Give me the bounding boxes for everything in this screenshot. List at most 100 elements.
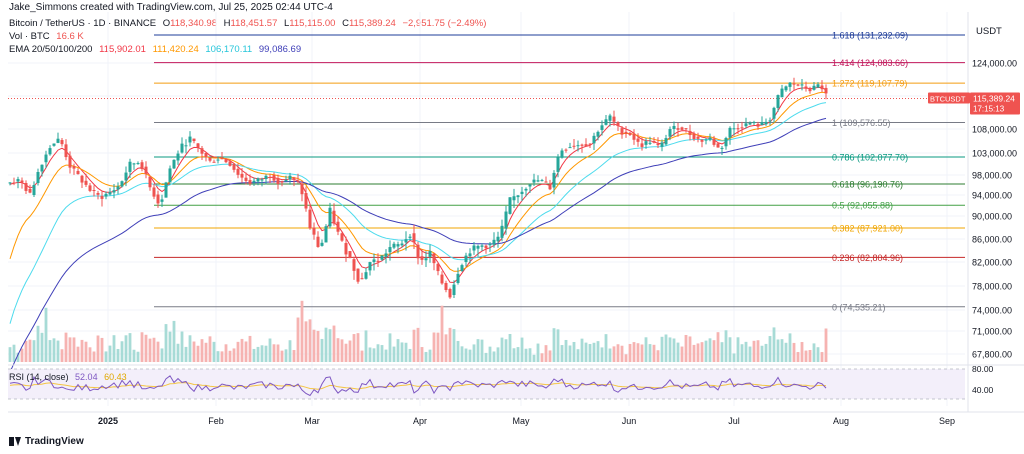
volume-bar — [140, 332, 144, 362]
price-tick-label: 124,000.00 — [972, 59, 1017, 69]
volume-bar — [708, 338, 712, 362]
candle-body — [512, 196, 516, 201]
candle-body — [536, 180, 540, 182]
ema200-value: 99,086.69 — [258, 44, 302, 55]
volume-label[interactable]: Vol · BTC — [9, 31, 50, 42]
candle-body — [232, 164, 236, 170]
volume-bar — [228, 350, 232, 362]
candle-body — [672, 125, 676, 129]
candle-body — [460, 265, 464, 271]
candle-body — [608, 115, 612, 121]
candle-body — [220, 158, 224, 160]
fib-label: 1 (109,576.55) — [832, 118, 891, 128]
fib-label: 0.382 (87,921.00) — [832, 223, 903, 233]
volume-bar — [596, 341, 600, 362]
candle-body — [372, 259, 376, 262]
volume-bar — [148, 338, 152, 362]
volume-bar — [272, 344, 276, 362]
volume-bar — [240, 338, 244, 362]
candle-body — [488, 243, 492, 246]
candle-body — [784, 86, 788, 91]
volume-bar — [344, 343, 348, 362]
volume-bar — [512, 348, 516, 362]
open-value: 118,340.98 — [170, 18, 217, 29]
candle-body — [44, 154, 48, 163]
candle-body — [324, 226, 328, 243]
volume-bar — [380, 345, 384, 362]
candle-body — [444, 283, 448, 291]
candle-body — [180, 143, 184, 153]
volume-bar — [416, 327, 420, 362]
price-tick-label: 103,000.00 — [972, 149, 1017, 159]
volume-bar — [680, 346, 684, 362]
candle-body — [328, 207, 332, 227]
candle-body — [76, 170, 80, 175]
credit-text: Jake_Simmons created with TradingView.co… — [9, 2, 333, 13]
candle-body — [152, 187, 156, 197]
volume-bar — [528, 348, 532, 362]
candle-body — [516, 195, 520, 198]
volume-bar — [500, 337, 504, 362]
candle-body — [64, 144, 68, 158]
candle-body — [812, 85, 816, 90]
candle-body — [656, 143, 660, 146]
volume-bar — [68, 337, 72, 362]
candle-body — [208, 157, 212, 161]
fib-label: 1.414 (124,083.66) — [832, 58, 908, 68]
candle-body — [392, 243, 396, 248]
ema-lines — [8, 86, 965, 373]
fib-label: 0 (74,535.21) — [832, 302, 886, 312]
volume-bar — [488, 346, 492, 362]
volume-bar — [220, 351, 224, 362]
candle-body — [276, 178, 280, 184]
volume-bar — [612, 346, 616, 362]
volume-bar — [736, 337, 740, 362]
candle-body — [32, 185, 36, 195]
volume-bar — [120, 341, 124, 362]
candle-body — [356, 268, 360, 282]
candle-body — [588, 143, 592, 145]
fib-levels: 1.618 (131,232.09) 1.414 (124,083.66) 1.27… — [154, 30, 965, 312]
ema-label[interactable]: EMA 20/50/100/200 — [9, 44, 93, 55]
volume-bar — [436, 332, 440, 362]
volume-bar — [536, 343, 540, 362]
time-tick-label: Sep — [939, 416, 955, 426]
volume-bar — [532, 354, 536, 362]
candle-body — [692, 133, 696, 140]
candle-body — [640, 143, 644, 147]
candle-body — [616, 122, 620, 127]
candle-body — [296, 180, 300, 182]
volume-bar — [32, 340, 36, 362]
volume-bar — [156, 341, 160, 362]
volume-bar — [600, 347, 604, 362]
candle-body — [676, 128, 680, 130]
rsi-line — [9, 375, 827, 397]
candle-body — [524, 188, 528, 191]
volume-bar — [732, 353, 736, 362]
price-tick-label: 86,000.00 — [972, 235, 1012, 245]
volume-bar — [268, 338, 272, 362]
candle-body — [408, 236, 412, 238]
candle-body — [800, 84, 804, 86]
candle-body — [236, 168, 240, 175]
candle-body — [820, 85, 824, 90]
volume-bar — [524, 348, 528, 362]
brand-label: TradingView — [25, 436, 84, 447]
volume-bar — [568, 345, 572, 362]
volume-bar — [820, 352, 824, 362]
volume-bar — [184, 346, 188, 362]
rsi-label[interactable]: RSI (14, close) — [9, 372, 69, 382]
candle-body — [764, 121, 768, 125]
volume-bar — [44, 307, 48, 362]
symbol-label[interactable]: Bitcoin / TetherUS · 1D · BINANCE — [9, 18, 157, 29]
candle-body — [448, 289, 452, 298]
time-tick-label: 2025 — [98, 416, 118, 426]
volume-bar — [412, 329, 416, 362]
volume-bar — [320, 338, 324, 362]
volume-bar — [256, 346, 260, 362]
candle-body — [620, 128, 624, 135]
volume-bar — [424, 351, 428, 362]
volume-bar — [688, 336, 692, 362]
candle-body — [184, 145, 188, 147]
